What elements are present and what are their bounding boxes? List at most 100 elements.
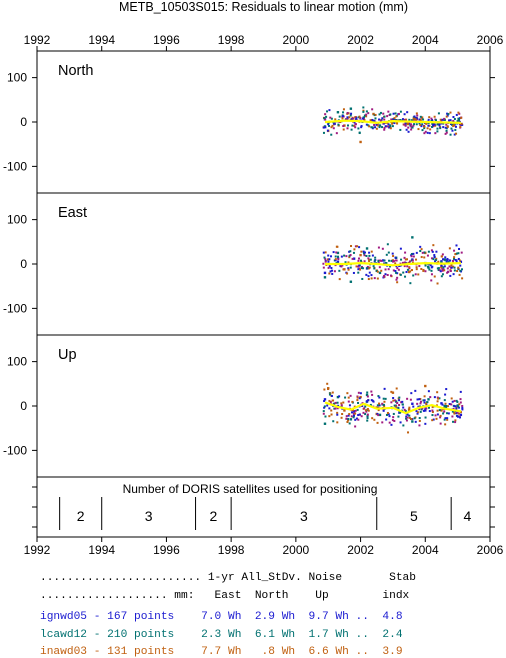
residual-point-east-299 — [389, 274, 392, 277]
residual-point-east-219 — [410, 255, 413, 258]
residual-point-east-107 — [394, 270, 397, 273]
residual-point-east-235 — [337, 258, 340, 261]
residual-point-up-255 — [385, 413, 388, 416]
residual-point-east-90 — [436, 282, 439, 285]
residual-point-east-271 — [360, 267, 363, 270]
residual-point-east-176 — [441, 273, 444, 276]
residual-point-east-109 — [437, 267, 440, 270]
residual-point-east-215 — [343, 254, 346, 257]
residual-point-east-275 — [461, 268, 464, 271]
residual-point-up-330 — [358, 413, 361, 416]
residual-point-up-85 — [348, 422, 351, 425]
residual-point-north-297 — [408, 118, 411, 121]
residual-point-north-267 — [361, 117, 364, 120]
residual-point-north-194 — [350, 118, 353, 121]
residual-point-east-332 — [363, 251, 366, 254]
residual-point-up-157 — [408, 416, 411, 419]
residual-point-up-229 — [351, 411, 354, 414]
point-up-lcawd12-1 — [336, 395, 340, 399]
residual-point-up-87 — [336, 411, 339, 414]
residual-point-east-279 — [349, 254, 352, 257]
residual-point-up-18 — [356, 395, 359, 398]
residual-point-north-328 — [413, 123, 416, 126]
residual-point-north-313 — [386, 125, 389, 128]
residual-point-east-25 — [424, 270, 427, 273]
residual-point-east-188 — [449, 270, 452, 273]
residual-point-east-52 — [437, 268, 440, 271]
residual-point-east-200 — [444, 256, 447, 259]
residual-point-east-39 — [368, 260, 371, 263]
residual-point-north-148 — [327, 123, 330, 126]
point-north-inawd03-3 — [372, 112, 375, 116]
point-up-ignwd05-9 — [459, 413, 463, 417]
residual-point-east-66 — [458, 259, 461, 262]
point-up-inawd03-6 — [424, 384, 427, 388]
residual-point-up-240 — [340, 404, 343, 407]
residual-point-east-230 — [424, 264, 427, 267]
residual-point-up-224 — [341, 412, 344, 415]
residual-point-east-104 — [348, 256, 351, 259]
residual-point-east-18 — [349, 266, 352, 269]
residual-point-up-132 — [418, 398, 421, 401]
residual-point-east-143 — [457, 267, 460, 270]
residual-point-north-295 — [419, 123, 422, 126]
residual-point-east-296 — [352, 271, 355, 274]
plot-frame — [36, 50, 491, 538]
residual-point-up-256 — [352, 414, 355, 417]
point-east-lcawd12-3 — [365, 247, 369, 250]
residual-point-north-125 — [416, 114, 419, 117]
residual-point-east-245 — [430, 273, 433, 276]
residual-point-north-305 — [365, 113, 368, 116]
residual-point-up-285 — [328, 399, 331, 402]
residual-point-up-191 — [359, 392, 362, 395]
residual-point-east-186 — [454, 253, 457, 256]
residual-point-north-159 — [424, 130, 427, 133]
residual-point-east-189 — [362, 252, 365, 255]
residual-point-north-239 — [323, 117, 326, 120]
residual-point-east-138 — [394, 262, 397, 265]
residual-point-up-2 — [402, 406, 405, 409]
residual-point-east-71 — [421, 251, 424, 254]
residual-point-up-253 — [447, 412, 450, 415]
residual-point-up-13 — [385, 418, 388, 421]
residual-point-up-120 — [406, 397, 409, 400]
residual-point-north-219 — [329, 116, 332, 119]
residual-point-up-175 — [328, 415, 331, 418]
residual-point-up-247 — [334, 407, 337, 410]
residual-point-east-318 — [448, 247, 451, 250]
residual-point-north-198 — [404, 124, 407, 127]
residual-point-east-0 — [360, 265, 363, 268]
y-tick-label-east-0: 100 — [7, 213, 27, 227]
residual-point-east-182 — [415, 268, 418, 271]
residual-point-north-91 — [363, 114, 366, 117]
residual-point-east-77 — [347, 261, 350, 264]
residual-point-north-218 — [383, 118, 386, 121]
residual-point-east-162 — [336, 245, 339, 248]
residual-point-up-260 — [392, 397, 395, 400]
residual-point-north-233 — [379, 111, 382, 114]
residual-point-up-316 — [419, 410, 422, 413]
residual-point-east-231 — [402, 271, 405, 274]
residual-point-east-233 — [380, 269, 383, 272]
residual-point-north-179 — [412, 118, 415, 121]
residual-point-north-231 — [429, 128, 432, 131]
residual-point-up-69 — [354, 418, 357, 421]
x-tick-label-bottom-2: 1996 — [153, 543, 180, 557]
residual-point-north-131 — [381, 117, 384, 120]
residual-point-up-214 — [382, 409, 385, 412]
residual-point-east-313 — [333, 270, 336, 273]
residual-point-up-295 — [349, 394, 352, 397]
residual-point-up-153 — [397, 407, 400, 410]
point-up-inawd03-4 — [391, 391, 395, 394]
residual-point-east-53 — [420, 248, 423, 251]
residual-point-up-125 — [418, 424, 421, 427]
residual-point-east-208 — [457, 266, 460, 269]
residual-point-north-254 — [324, 126, 327, 129]
residual-point-up-258 — [412, 405, 415, 408]
stats-row-lcawd12: lcawd12 - 210 points 2.3 Wh 6.1 Wh 1.7 W… — [40, 629, 403, 641]
residual-point-up-101 — [371, 393, 374, 396]
residual-point-north-325 — [406, 111, 409, 114]
residual-point-up-305 — [378, 402, 381, 405]
residual-point-north-162 — [439, 118, 442, 121]
